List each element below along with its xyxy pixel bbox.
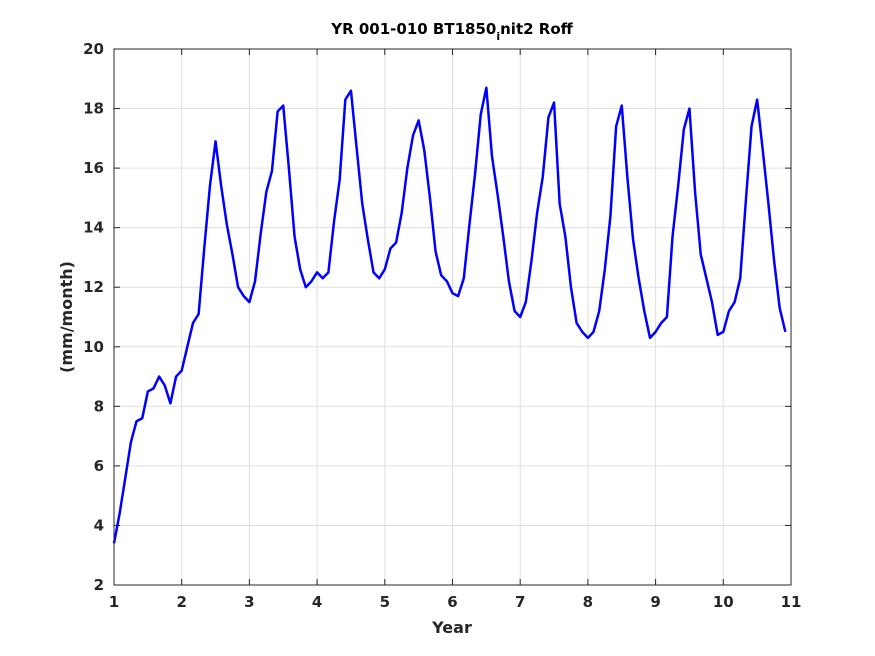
x-axis-label: Year [431, 618, 472, 637]
y-tick-label: 16 [83, 159, 104, 177]
x-tick-label: 3 [244, 593, 254, 611]
series-line [112, 86, 787, 544]
y-tick-label: 18 [83, 100, 104, 118]
chart-title: YR 001-010 BT1850init2 Roff [330, 20, 573, 43]
x-tick-label: 11 [781, 593, 802, 611]
plot-frame [113, 48, 792, 586]
y-tick-label: 12 [83, 278, 104, 296]
x-tick-label: 4 [312, 593, 322, 611]
y-tick-label: 10 [83, 338, 104, 356]
x-tick-label: 7 [515, 593, 525, 611]
y-tick-label: 2 [94, 576, 104, 594]
x-tick-label: 10 [713, 593, 734, 611]
x-tick-label: 8 [583, 593, 593, 611]
y-tick-label: 4 [94, 516, 104, 534]
x-tick-label: 9 [650, 593, 660, 611]
x-tick-label: 6 [447, 593, 457, 611]
y-tick-label: 14 [83, 219, 104, 237]
x-tick-label: 2 [176, 593, 186, 611]
y-tick-label: 20 [83, 40, 104, 58]
y-axis-label: (mm/month) [57, 261, 76, 373]
y-tick-label: 8 [94, 397, 104, 415]
x-tick-label: 1 [109, 593, 119, 611]
y-tick-label: 6 [94, 457, 104, 475]
x-tick-label: 5 [380, 593, 390, 611]
